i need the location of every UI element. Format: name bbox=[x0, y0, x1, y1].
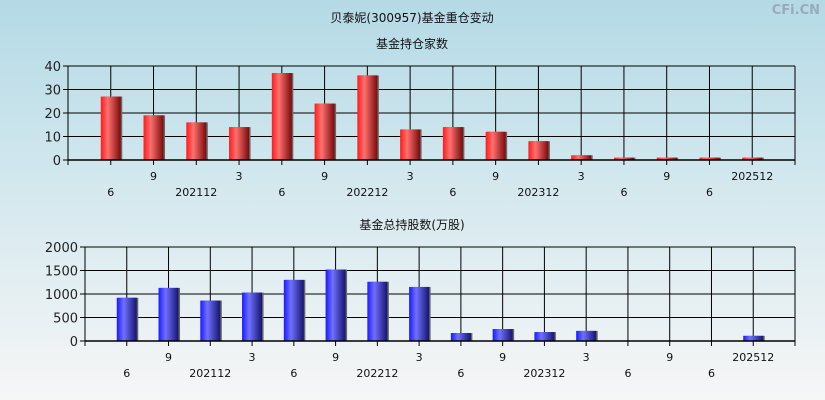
x-tick-label: 9 bbox=[165, 351, 172, 364]
bar bbox=[742, 157, 763, 160]
y-tick-label: 1000 bbox=[45, 288, 78, 303]
bar bbox=[528, 141, 549, 160]
x-tick-label: 3 bbox=[578, 170, 585, 183]
bar bbox=[367, 281, 388, 341]
x-tick-label: 202312 bbox=[523, 367, 565, 380]
x-tick-label: 6 bbox=[290, 367, 297, 380]
x-tick-label: 202312 bbox=[517, 186, 559, 199]
y-tick-label: 20 bbox=[44, 107, 61, 122]
x-tick-label: 202112 bbox=[175, 186, 217, 199]
x-tick-label: 202512 bbox=[732, 351, 774, 364]
x-tick-label: 6 bbox=[278, 186, 285, 199]
x-tick-label: 6 bbox=[708, 367, 715, 380]
x-tick-label: 202112 bbox=[189, 367, 231, 380]
chart-1-title: 基金持仓家数 bbox=[376, 36, 448, 51]
chart-2-title: 基金总持股数(万股) bbox=[359, 217, 464, 232]
bar bbox=[534, 332, 555, 341]
page-title: 贝泰妮(300957)基金重仓变动 bbox=[330, 10, 493, 25]
x-tick-label: 3 bbox=[583, 351, 590, 364]
x-tick-label: 6 bbox=[107, 186, 114, 199]
bar bbox=[116, 297, 137, 341]
bar bbox=[325, 269, 346, 341]
x-tick-label: 202212 bbox=[346, 186, 388, 199]
bar bbox=[186, 122, 207, 160]
y-tick-label: 10 bbox=[44, 131, 61, 146]
bar bbox=[283, 279, 304, 341]
bar bbox=[143, 115, 164, 160]
x-tick-label: 202512 bbox=[731, 170, 773, 183]
bar bbox=[229, 127, 250, 160]
x-tick-label: 9 bbox=[332, 351, 339, 364]
x-tick-label: 6 bbox=[123, 367, 130, 380]
x-tick-label: 9 bbox=[666, 351, 673, 364]
x-tick-label: 9 bbox=[663, 170, 670, 183]
bar bbox=[450, 333, 471, 341]
bar bbox=[271, 73, 292, 160]
bar bbox=[699, 157, 720, 160]
y-tick-label: 0 bbox=[70, 335, 78, 350]
y-tick-label: 0 bbox=[53, 154, 61, 169]
bar bbox=[571, 155, 592, 160]
x-tick-label: 6 bbox=[449, 186, 456, 199]
y-tick-label: 1500 bbox=[45, 265, 78, 280]
x-tick-label: 3 bbox=[249, 351, 256, 364]
x-tick-label: 6 bbox=[706, 186, 713, 199]
bar bbox=[400, 129, 421, 160]
bar bbox=[242, 292, 263, 341]
bar bbox=[576, 330, 597, 341]
y-tick-label: 2000 bbox=[45, 241, 78, 256]
bar bbox=[743, 335, 764, 341]
y-tick-label: 40 bbox=[44, 60, 61, 75]
bar bbox=[485, 131, 506, 160]
x-tick-label: 6 bbox=[457, 367, 464, 380]
x-tick-label: 202212 bbox=[356, 367, 398, 380]
bar bbox=[656, 157, 677, 160]
bar bbox=[492, 329, 513, 341]
x-tick-label: 9 bbox=[492, 170, 499, 183]
bar bbox=[442, 127, 463, 160]
x-tick-label: 9 bbox=[321, 170, 328, 183]
x-tick-label: 3 bbox=[236, 170, 243, 183]
bar bbox=[100, 96, 121, 160]
bar bbox=[409, 286, 430, 341]
bar bbox=[357, 75, 378, 160]
watermark: CFi.CN bbox=[772, 3, 820, 18]
x-tick-label: 3 bbox=[416, 351, 423, 364]
x-tick-label: 9 bbox=[499, 351, 506, 364]
x-tick-label: 9 bbox=[150, 170, 157, 183]
y-tick-label: 500 bbox=[53, 312, 78, 327]
bar bbox=[158, 287, 179, 341]
x-tick-label: 6 bbox=[624, 367, 631, 380]
x-tick-label: 3 bbox=[407, 170, 414, 183]
x-tick-label: 6 bbox=[620, 186, 627, 199]
bar bbox=[314, 103, 335, 160]
y-tick-label: 30 bbox=[44, 84, 61, 99]
bar bbox=[613, 157, 634, 160]
bar bbox=[200, 300, 221, 341]
